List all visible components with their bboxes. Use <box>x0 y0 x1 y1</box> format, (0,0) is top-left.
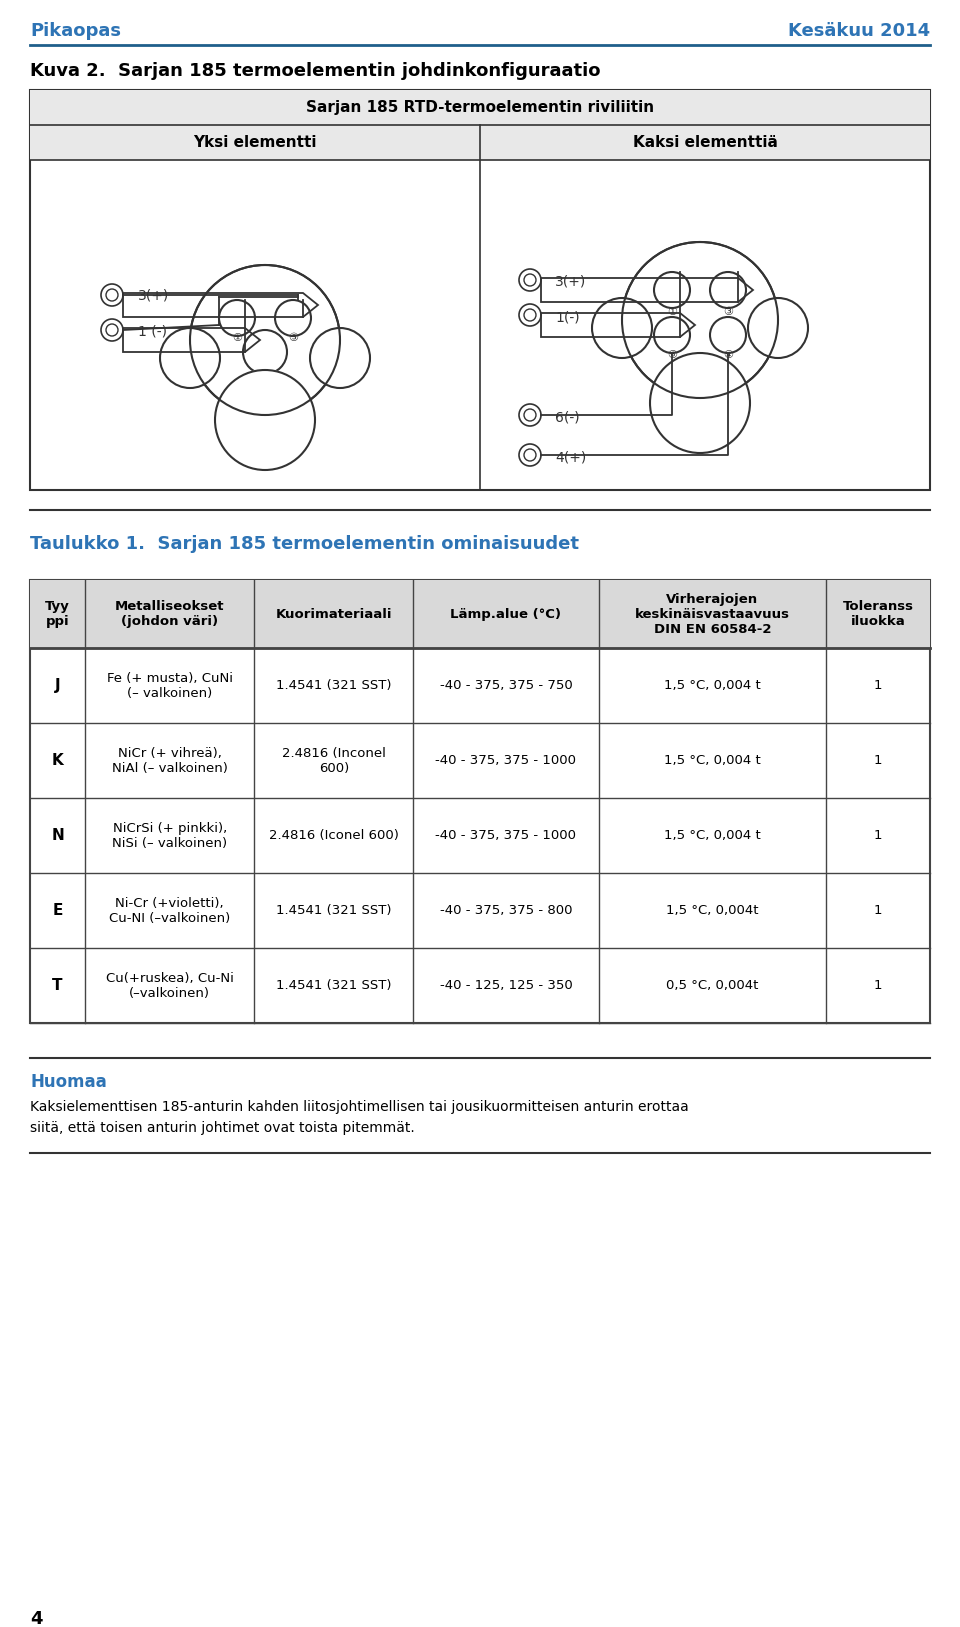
Circle shape <box>748 298 808 358</box>
Text: T: T <box>52 978 62 992</box>
Text: Kaksielementtisen 185-anturin kahden liitosjohtimellisen tai jousikuormitteisen : Kaksielementtisen 185-anturin kahden lii… <box>30 1100 688 1134</box>
Text: 1.4541 (321 SST): 1.4541 (321 SST) <box>276 979 392 992</box>
Bar <box>30 579 930 1023</box>
Text: Sarjan 185 RTD-termoelementin riviliitin: Sarjan 185 RTD-termoelementin riviliitin <box>306 99 654 116</box>
Text: 1: 1 <box>874 905 882 918</box>
Text: Toleranss
iluokka: Toleranss iluokka <box>843 600 914 628</box>
Text: ①: ① <box>667 308 677 317</box>
Text: E: E <box>53 903 62 918</box>
Text: ①: ① <box>232 334 242 343</box>
Text: ⑥: ⑥ <box>667 350 677 360</box>
Text: Cu(+ruskea), Cu-Ni
(–valkoinen): Cu(+ruskea), Cu-Ni (–valkoinen) <box>106 971 233 999</box>
Text: N: N <box>51 828 64 843</box>
Text: Ni-Cr (+violetti),
Cu-NI (–valkoinen): Ni-Cr (+violetti), Cu-NI (–valkoinen) <box>109 896 230 924</box>
Text: Kuva 2.  Sarjan 185 termoelementin johdinkonfiguraatio: Kuva 2. Sarjan 185 termoelementin johdin… <box>30 62 601 80</box>
Text: 1(-): 1(-) <box>555 311 580 324</box>
Text: 1,5 °C, 0,004 t: 1,5 °C, 0,004 t <box>664 830 760 843</box>
Text: Fe (+ musta), CuNi
(– valkoinen): Fe (+ musta), CuNi (– valkoinen) <box>107 672 232 700</box>
Text: 1: 1 <box>874 979 882 992</box>
Circle shape <box>160 329 220 387</box>
Text: Lämp.alue (°C): Lämp.alue (°C) <box>450 607 562 620</box>
Text: NiCr (+ vihreä),
NiAl (– valkoinen): NiCr (+ vihreä), NiAl (– valkoinen) <box>111 747 228 774</box>
Text: 0,5 °C, 0,004t: 0,5 °C, 0,004t <box>666 979 758 992</box>
Text: 3(+): 3(+) <box>555 273 587 288</box>
Text: 1: 1 <box>874 753 882 766</box>
Text: Tyy
ppi: Tyy ppi <box>45 600 70 628</box>
Text: NiCrSi (+ pinkki),
NiSi (– valkoinen): NiCrSi (+ pinkki), NiSi (– valkoinen) <box>112 822 228 849</box>
Text: 1.4541 (321 SST): 1.4541 (321 SST) <box>276 905 392 918</box>
Text: -40 - 125, 125 - 350: -40 - 125, 125 - 350 <box>440 979 572 992</box>
Text: ④: ④ <box>723 350 733 360</box>
Text: Virherajojen
keskinäisvastaavuus
DIN EN 60584-2: Virherajojen keskinäisvastaavuus DIN EN … <box>635 592 790 636</box>
Text: K: K <box>52 753 63 768</box>
Text: Metalliseokset
(johdon väri): Metalliseokset (johdon väri) <box>115 600 225 628</box>
Text: 1: 1 <box>874 678 882 691</box>
Text: -40 - 375, 375 - 800: -40 - 375, 375 - 800 <box>440 905 572 918</box>
Circle shape <box>215 369 315 470</box>
Text: 1.4541 (321 SST): 1.4541 (321 SST) <box>276 678 392 691</box>
Text: Huomaa: Huomaa <box>30 1072 107 1092</box>
Text: ③: ③ <box>723 308 733 317</box>
Text: 2.4816 (Iconel 600): 2.4816 (Iconel 600) <box>269 830 398 843</box>
Text: Kesäkuu 2014: Kesäkuu 2014 <box>788 23 930 41</box>
Text: 1 (-): 1 (-) <box>138 324 167 338</box>
Text: Taulukko 1.  Sarjan 185 termoelementin ominaisuudet: Taulukko 1. Sarjan 185 termoelementin om… <box>30 535 579 553</box>
Text: 1: 1 <box>874 830 882 843</box>
Text: 1,5 °C, 0,004 t: 1,5 °C, 0,004 t <box>664 678 760 691</box>
Text: J: J <box>55 678 60 693</box>
Circle shape <box>310 329 370 387</box>
Text: 6(-): 6(-) <box>555 410 580 425</box>
Text: Kaksi elementtiä: Kaksi elementtiä <box>633 135 778 150</box>
Text: -40 - 375, 375 - 1000: -40 - 375, 375 - 1000 <box>436 830 576 843</box>
Text: 3(+): 3(+) <box>138 288 169 303</box>
Text: Kuorimateriaali: Kuorimateriaali <box>276 607 392 620</box>
Text: Yksi elementti: Yksi elementti <box>193 135 317 150</box>
Bar <box>30 579 930 648</box>
Text: ③: ③ <box>288 334 298 343</box>
Text: 1,5 °C, 0,004t: 1,5 °C, 0,004t <box>666 905 758 918</box>
Circle shape <box>592 298 652 358</box>
Text: 4: 4 <box>30 1611 42 1627</box>
Circle shape <box>650 353 750 452</box>
Text: 4(+): 4(+) <box>555 451 587 464</box>
Text: -40 - 375, 375 - 1000: -40 - 375, 375 - 1000 <box>436 753 576 766</box>
Text: 1,5 °C, 0,004 t: 1,5 °C, 0,004 t <box>664 753 760 766</box>
Text: -40 - 375, 375 - 750: -40 - 375, 375 - 750 <box>440 678 572 691</box>
Text: Pikaopas: Pikaopas <box>30 23 121 41</box>
Bar <box>30 125 930 159</box>
Text: 2.4816 (Inconel
600): 2.4816 (Inconel 600) <box>282 747 386 774</box>
Bar <box>30 89 930 125</box>
Bar <box>30 89 930 490</box>
